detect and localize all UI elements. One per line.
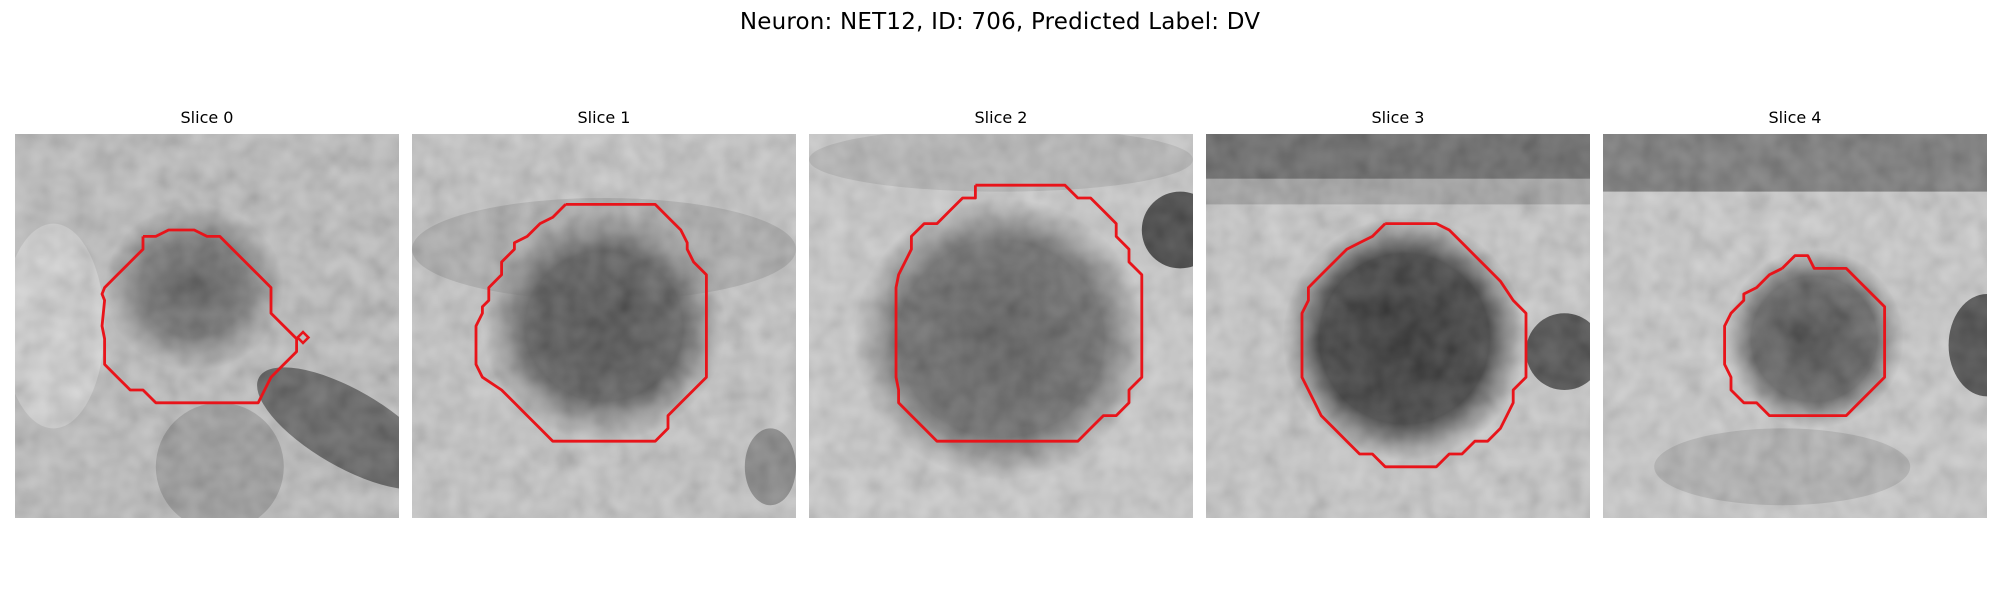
roi-contour-4 <box>1723 254 1887 418</box>
slice-image-0 <box>15 134 399 518</box>
slice-title-4: Slice 4 <box>1768 108 1822 127</box>
slice-title-3: Slice 3 <box>1371 108 1425 127</box>
slice-title-2: Slice 2 <box>974 108 1028 127</box>
roi-contour-0 <box>100 228 299 405</box>
slice-image-4 <box>1603 134 1987 518</box>
slice-image-2 <box>809 134 1193 518</box>
slice-title-1: Slice 1 <box>577 108 631 127</box>
slice-title-0: Slice 0 <box>180 108 234 127</box>
slice-image-3 <box>1206 134 1590 518</box>
roi-contour-1 <box>474 202 708 443</box>
roi-contour-2 <box>894 183 1144 443</box>
figure-title: Neuron: NET12, ID: 706, Predicted Label:… <box>739 9 1261 35</box>
roi-contour-3 <box>1300 222 1528 469</box>
slice-image-1 <box>412 134 796 518</box>
